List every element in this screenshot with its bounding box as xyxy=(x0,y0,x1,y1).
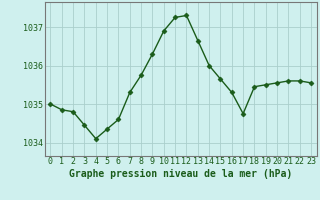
X-axis label: Graphe pression niveau de la mer (hPa): Graphe pression niveau de la mer (hPa) xyxy=(69,169,292,179)
